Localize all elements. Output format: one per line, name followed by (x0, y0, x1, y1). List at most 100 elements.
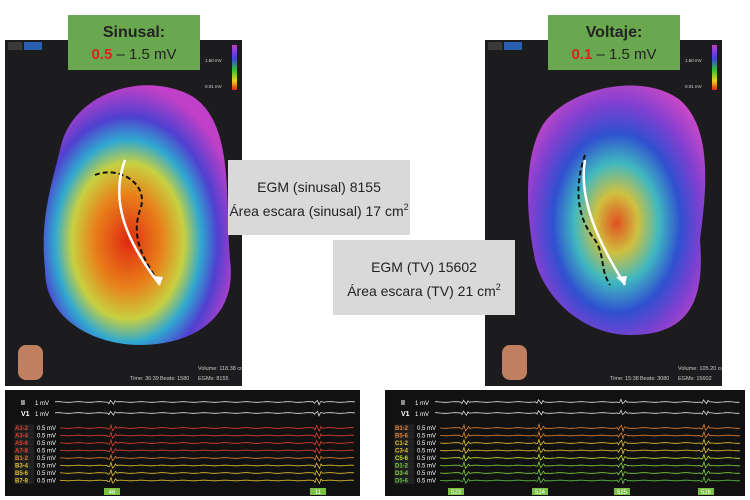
stat: Time: 36:39 (130, 376, 159, 382)
gain-label: 1 mV (35, 401, 49, 407)
beat-marker (698, 488, 714, 495)
channel-tag (14, 439, 34, 447)
label-range: 0.5 – 1.5 mV (91, 46, 176, 63)
ecg-trace (54, 410, 356, 417)
lead-label: V1 (401, 411, 410, 418)
summary-text: Área escara (sinusal) 17 cm (229, 203, 403, 219)
ecg-trace (439, 460, 740, 470)
stat: EGMs: 8155 (198, 376, 229, 382)
activation-arrow (117, 159, 161, 286)
label-range: 0.1 – 1.5 mV (571, 46, 656, 63)
channel-label: C5-6 (395, 456, 409, 462)
beat-marker (614, 488, 630, 495)
scar-border (577, 154, 611, 286)
beat-label: 525 (617, 490, 628, 496)
channel-label: B1-2 (395, 426, 409, 432)
channel-tag (394, 477, 414, 484)
gain-label: 0.5 mV (37, 426, 56, 432)
superscript: 2 (404, 202, 409, 212)
range-low: 0.5 (91, 46, 112, 63)
channel-label: D5-6 (395, 479, 409, 485)
stat: Beats: 3080 (640, 376, 669, 382)
stat: Beats: 1580 (160, 376, 189, 382)
orientation-figure (18, 345, 43, 380)
channel-tag (394, 424, 414, 432)
stat: Volume: 118.38 cc (198, 366, 243, 372)
ecg-trace (439, 423, 740, 433)
channel-tag (14, 424, 34, 432)
label-title: Sinusal: (103, 24, 165, 41)
channel-tag (394, 462, 414, 469)
beat-marker (104, 488, 120, 495)
button[interactable] (24, 42, 42, 50)
channel-tag (394, 454, 414, 462)
channel-tag (394, 439, 414, 447)
gain-label: 0.5 mV (37, 449, 56, 455)
scale-bottom: 0.01 mV (205, 84, 222, 89)
channel-label: A5-6 (15, 441, 29, 447)
ecg-trace (439, 475, 740, 485)
beat-label: 524 (535, 490, 546, 496)
superscript: 2 (496, 282, 501, 292)
gain-label: 0.5 mV (37, 456, 56, 462)
channel-label: B3-4 (15, 464, 29, 470)
channel-tag (394, 447, 414, 454)
scale-top: 1.50 mV (685, 58, 702, 63)
ecg-trace (439, 445, 740, 455)
voltage-map (43, 85, 231, 345)
ecg-trace (435, 409, 740, 416)
summary-line: EGM (sinusal) 8155 (257, 179, 381, 195)
ecg-trace (439, 438, 740, 448)
activation-arrow (582, 159, 627, 286)
scale-top: 1.50 mV (205, 58, 222, 63)
channel-tag (14, 454, 34, 462)
gain-label: 0.5 mV (37, 464, 56, 470)
gain-label: 0.5 mV (417, 464, 436, 470)
lead-label: II (401, 400, 405, 407)
channel-tag (14, 477, 34, 484)
gain-label: 0.5 mV (417, 426, 436, 432)
label-title: Voltaje: (586, 24, 643, 41)
range-low: 0.1 (571, 46, 592, 63)
button[interactable] (504, 42, 522, 50)
channel-tag (14, 469, 34, 477)
stat: Time: 15:38 (610, 376, 639, 382)
lead-label: V1 (21, 411, 30, 418)
button[interactable] (488, 42, 502, 50)
summary-text: Área escara (TV) 21 cm (347, 283, 496, 299)
ecg-trace (59, 438, 355, 447)
ecg-trace (439, 453, 740, 463)
orientation-figure (502, 345, 527, 380)
channel-label: C1-2 (395, 441, 409, 447)
gain-label: 0.5 mV (417, 471, 436, 477)
channel-tag (14, 447, 34, 454)
channel-label: A1-2 (15, 426, 29, 432)
gain-label: 0.5 mV (417, 479, 436, 485)
channel-label: B5-6 (15, 471, 29, 477)
ecg-trace (54, 399, 356, 406)
channel-label: C3-4 (395, 449, 409, 455)
label-box (68, 15, 200, 70)
gain-label: 1 mV (415, 412, 429, 418)
beat-label: 46 (109, 490, 116, 496)
channel-label: D1-2 (395, 464, 409, 470)
gain-label: 0.5 mV (417, 441, 436, 447)
summary-box (228, 160, 410, 235)
ecg-trace (59, 446, 355, 455)
channel-tag (394, 469, 414, 477)
button[interactable] (8, 42, 22, 50)
ecg-trace (59, 423, 355, 432)
beat-marker (532, 488, 548, 495)
arrow-head (616, 276, 627, 285)
stat: EGMs: 15602 (678, 376, 712, 382)
channel-label: A7-8 (15, 449, 29, 455)
lead-label: II (21, 400, 25, 407)
beat-label: 11 (315, 490, 322, 496)
ecg-trace (59, 453, 355, 462)
beat-label: 526 (701, 490, 712, 496)
ecg-trace (59, 468, 355, 477)
arrow-head (152, 276, 163, 285)
channel-label: D3-4 (395, 471, 409, 477)
